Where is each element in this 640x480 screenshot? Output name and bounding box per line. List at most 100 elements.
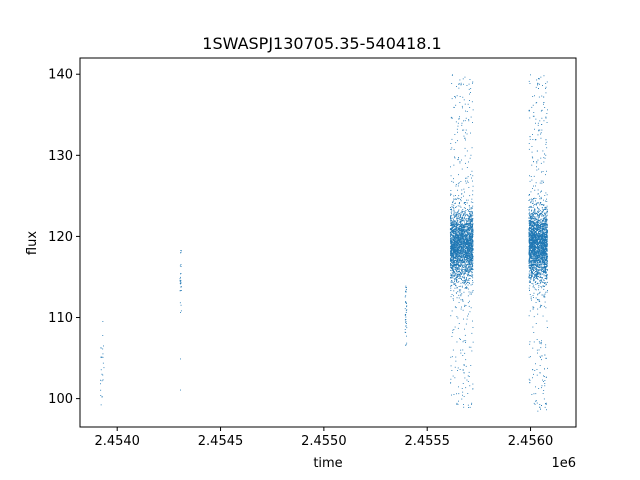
data-point — [528, 209, 530, 211]
data-point — [451, 256, 453, 258]
data-point — [451, 204, 453, 206]
data-point — [546, 198, 547, 200]
data-point — [472, 254, 473, 255]
data-point — [458, 289, 460, 291]
data-point — [546, 229, 547, 231]
data-point — [460, 222, 462, 224]
data-point — [458, 174, 459, 176]
data-point — [536, 221, 538, 223]
data-point — [466, 246, 468, 248]
data-point — [451, 259, 453, 261]
data-point — [458, 213, 460, 214]
data-point — [467, 251, 468, 253]
data-point — [463, 83, 464, 85]
data-point — [471, 247, 473, 248]
data-point — [468, 251, 469, 253]
data-point — [463, 234, 465, 236]
data-point — [470, 227, 472, 229]
data-point — [461, 212, 463, 213]
data-point — [529, 280, 531, 282]
data-point — [457, 259, 459, 261]
data-point — [465, 162, 466, 164]
data-point — [459, 247, 461, 248]
data-point — [468, 266, 470, 268]
data-point — [532, 295, 534, 296]
data-point — [455, 255, 457, 257]
data-point — [460, 308, 462, 310]
data-point — [455, 216, 457, 218]
data-point — [472, 229, 474, 231]
data-point — [458, 253, 460, 255]
data-point — [457, 263, 459, 265]
data-point — [460, 299, 462, 301]
data-point — [450, 277, 452, 279]
data-point — [467, 263, 469, 265]
data-point — [469, 300, 470, 302]
data-point — [456, 233, 458, 235]
data-point — [455, 258, 457, 260]
data-point — [472, 243, 474, 245]
data-point — [539, 365, 541, 366]
data-point — [470, 261, 472, 263]
data-point — [467, 234, 469, 236]
data-point — [454, 249, 456, 250]
data-point — [459, 224, 460, 225]
data-point — [529, 247, 531, 249]
data-point — [535, 363, 536, 365]
data-point — [467, 295, 469, 297]
data-point — [467, 209, 468, 210]
data-point — [456, 241, 458, 243]
data-point — [534, 211, 536, 213]
data-point — [456, 229, 458, 231]
data-point — [471, 235, 473, 237]
data-point — [533, 373, 534, 375]
data-point — [451, 262, 453, 263]
data-point — [545, 214, 546, 216]
data-point — [453, 198, 455, 200]
data-point — [463, 135, 465, 137]
data-point — [530, 256, 532, 258]
data-point — [451, 147, 453, 149]
data-point — [471, 228, 473, 230]
data-point — [537, 282, 539, 284]
data-point — [537, 294, 538, 296]
data-point — [532, 347, 534, 349]
data-point — [467, 223, 469, 224]
data-point — [452, 247, 454, 249]
data-point — [406, 323, 407, 324]
data-point — [464, 232, 465, 234]
data-point — [465, 234, 467, 236]
data-point — [462, 211, 464, 212]
data-point — [467, 239, 468, 240]
data-point — [450, 264, 452, 266]
data-point — [539, 204, 541, 206]
data-point — [460, 82, 462, 84]
data-point — [465, 238, 467, 239]
data-point — [451, 117, 453, 119]
data-point — [466, 236, 468, 238]
data-point — [452, 181, 454, 183]
data-point — [454, 271, 456, 273]
data-point — [471, 231, 473, 233]
data-point — [458, 238, 459, 240]
data-point — [464, 258, 465, 259]
data-point — [458, 270, 460, 272]
data-point — [450, 241, 452, 243]
data-point — [462, 239, 464, 241]
data-point — [453, 223, 455, 224]
data-point — [453, 237, 455, 238]
data-point — [538, 212, 539, 213]
data-point — [470, 216, 472, 217]
data-point — [472, 280, 473, 281]
data-point — [452, 265, 454, 266]
data-point — [540, 252, 542, 253]
data-point — [450, 378, 452, 380]
data-point — [469, 311, 471, 313]
data-point — [453, 106, 455, 108]
data-point — [537, 238, 539, 240]
data-point — [450, 248, 451, 249]
data-point — [546, 241, 548, 243]
data-point — [458, 256, 460, 258]
data-point — [458, 209, 460, 211]
data-point — [464, 280, 466, 282]
